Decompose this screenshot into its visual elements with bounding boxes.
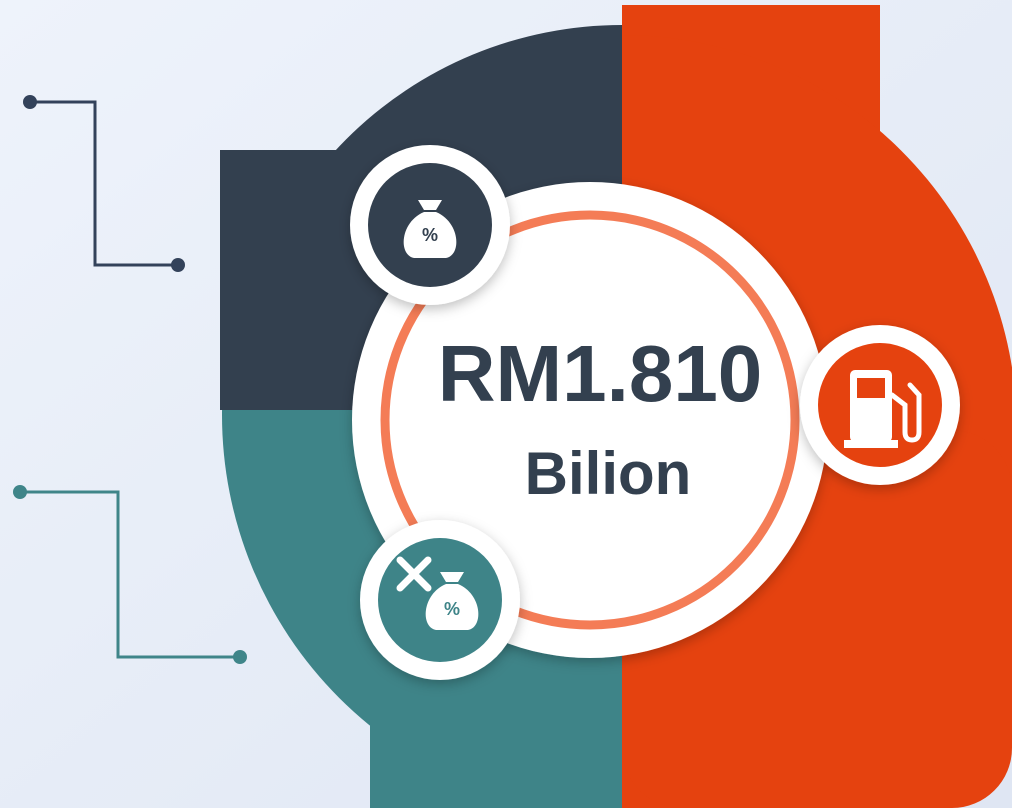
unit: Bilion [525, 440, 692, 507]
connector-navy [23, 95, 185, 272]
icon-no-interest: % [360, 520, 520, 680]
center-ring [380, 210, 800, 630]
amount: RM1.810 [438, 329, 763, 418]
connector-teal [13, 485, 247, 664]
icon-label: % [422, 225, 438, 245]
icon-money-bag: % [350, 145, 510, 305]
icon-label: % [444, 599, 460, 619]
icon-fuel [800, 325, 960, 485]
